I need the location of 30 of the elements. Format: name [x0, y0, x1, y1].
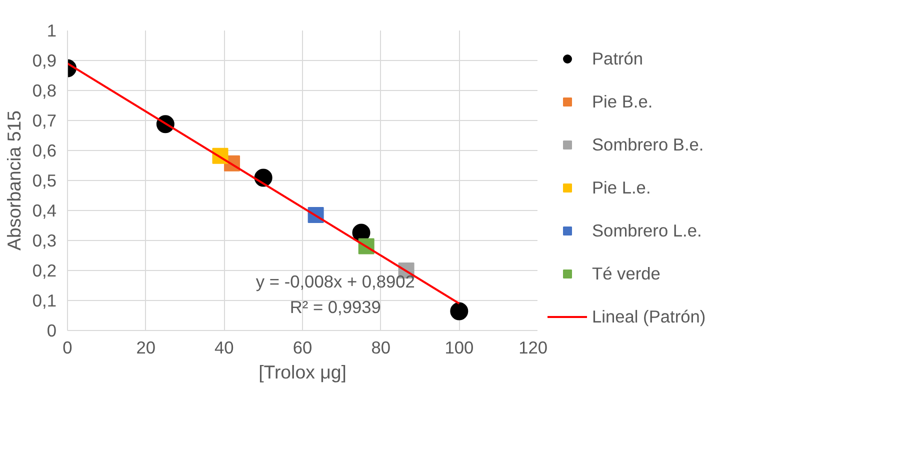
y-tick-label: 0,5	[32, 170, 57, 190]
x-axis-title: [Trolox μg]	[258, 362, 346, 382]
y-tick-label: 0,2	[32, 260, 57, 280]
x-tick-label: 80	[371, 338, 390, 358]
y-tick-label: 0,4	[32, 200, 57, 220]
y-tick-label: 0,6	[32, 140, 57, 160]
x-tick-label: 120	[518, 338, 548, 358]
legend-label: Pie L.e.	[592, 177, 652, 198]
y-tick-label: 0,7	[32, 110, 57, 130]
y-tick-label: 0,8	[32, 80, 57, 100]
legend-label: Lineal (Patrón)	[592, 306, 707, 327]
y-tick-label: 0	[46, 320, 57, 340]
legend-label: Sombrero L.e.	[592, 220, 703, 241]
x-tick-label: 0	[62, 338, 72, 358]
point	[450, 302, 468, 320]
legend-label: Patrón	[592, 48, 644, 69]
legend-label: Té verde	[592, 263, 662, 284]
y-tick-label: 1	[46, 20, 57, 40]
y-tick-label: 0,3	[32, 230, 57, 250]
annotation: R² = 0,9939	[290, 297, 381, 317]
x-tick-label: 60	[292, 338, 312, 358]
legend-label: Pie B.e.	[592, 91, 654, 112]
y-axis-title: Absorbancia 515	[3, 110, 24, 251]
x-tick-label: 20	[136, 338, 156, 358]
x-tick-label: 100	[444, 338, 474, 358]
x-tick-label: 40	[214, 338, 234, 358]
legend-label: Sombrero B.e.	[592, 134, 705, 155]
annotation: y = -0,008x + 0,8902	[256, 272, 415, 292]
y-tick-label: 0,9	[32, 50, 57, 70]
y-tick-label: 0,1	[32, 290, 57, 310]
